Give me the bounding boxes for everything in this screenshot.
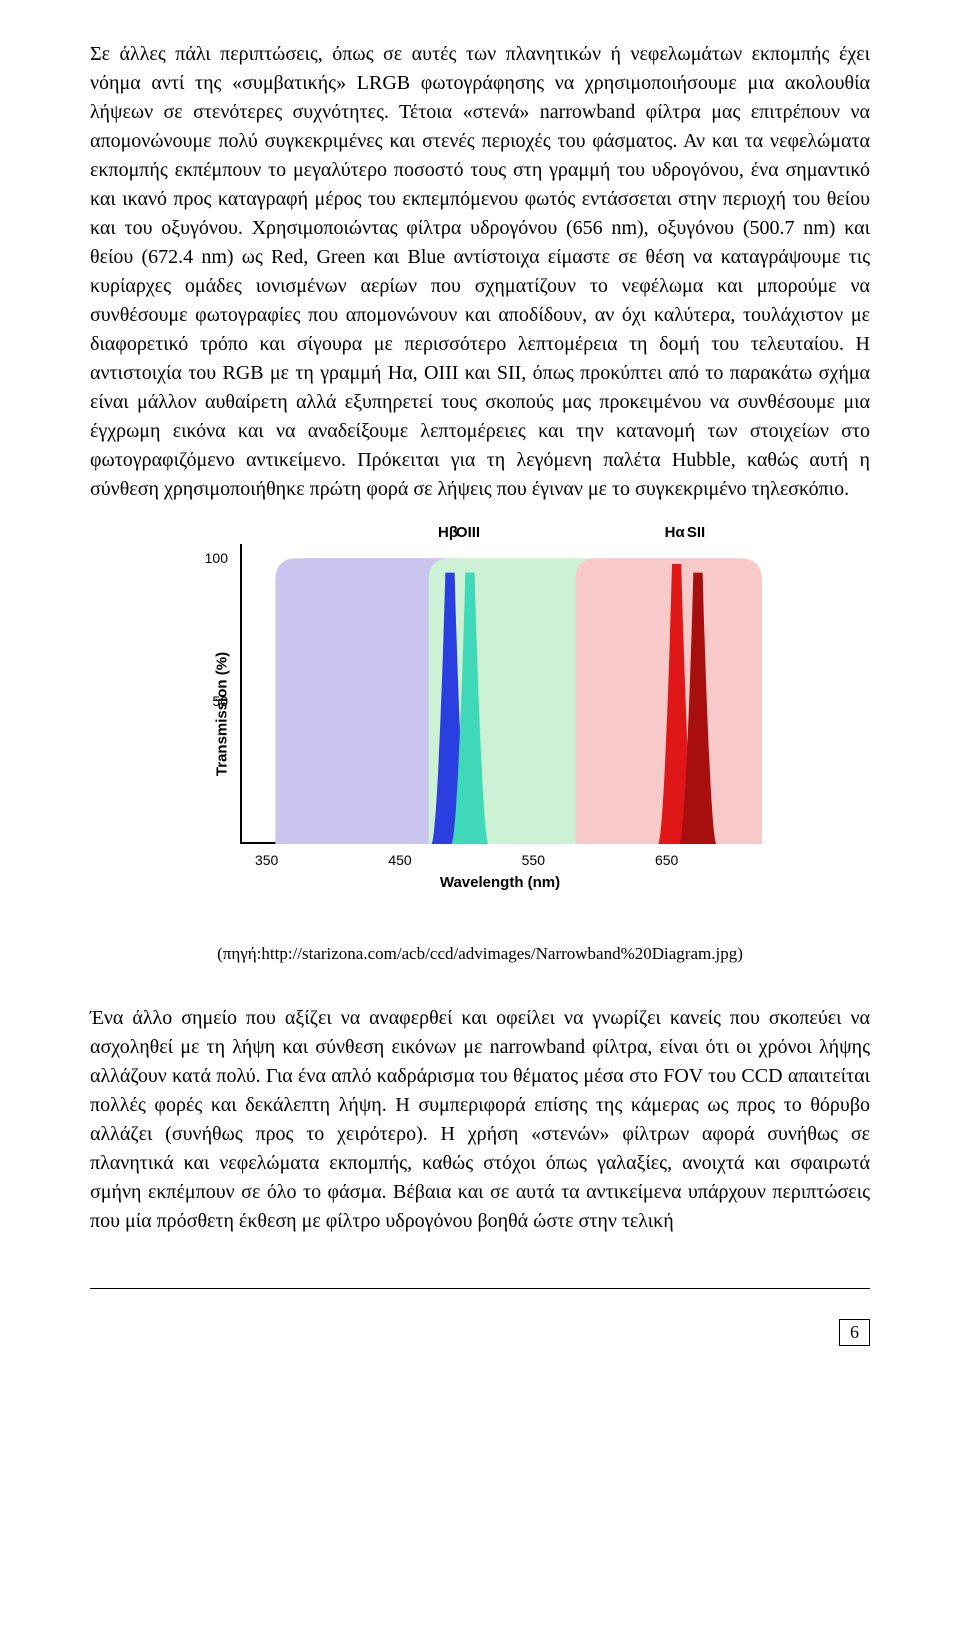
body-paragraph-1: Σε άλλες πάλι περιπτώσεις, όπως σε αυτές… bbox=[90, 40, 870, 504]
chart-ylabel: Transmission (%) bbox=[214, 652, 231, 776]
narrowband-chart: Transmission (%) Wavelength (nm) 350 450 5… bbox=[170, 534, 790, 894]
chart-svg bbox=[242, 544, 762, 844]
chart-ytick: 50 bbox=[198, 693, 228, 709]
chart-caption: (πηγή:http://starizona.com/acb/ccd/advim… bbox=[90, 944, 870, 964]
chart-plot-area bbox=[240, 544, 760, 844]
body-paragraph-2: Ένα άλλο σημείο που αξίζει να αναφερθεί … bbox=[90, 1004, 870, 1236]
chart-xtick: 450 bbox=[380, 852, 420, 868]
chart-series-label: SII bbox=[687, 524, 705, 541]
chart-ytick: 100 bbox=[198, 550, 228, 566]
chart-series-label: OIII bbox=[456, 524, 480, 541]
page-number: 6 bbox=[839, 1319, 870, 1346]
footer-rule bbox=[90, 1288, 870, 1289]
chart-xlabel: Wavelength (nm) bbox=[240, 874, 760, 891]
chart-xtick: 550 bbox=[513, 852, 553, 868]
chart-frame: Transmission (%) Wavelength (nm) 350 450 5… bbox=[170, 534, 790, 894]
chart-xtick: 650 bbox=[647, 852, 687, 868]
chart-series-label: Hα bbox=[665, 524, 685, 541]
chart-xtick: 350 bbox=[247, 852, 287, 868]
